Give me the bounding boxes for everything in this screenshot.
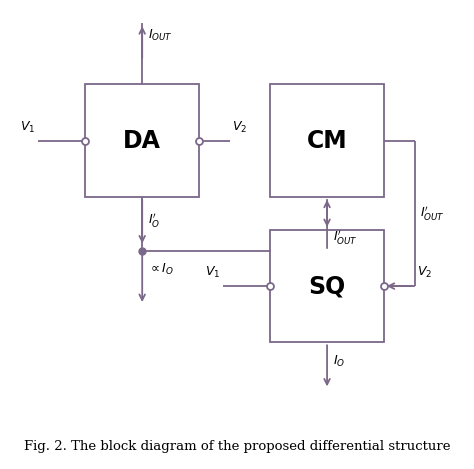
- Text: $I_O'$: $I_O'$: [148, 211, 160, 229]
- Text: $V_1$: $V_1$: [205, 265, 220, 280]
- Text: $V_2$: $V_2$: [232, 120, 247, 135]
- Text: $I_{OUT}'$: $I_{OUT}'$: [333, 228, 358, 246]
- Text: Fig. 2. The block diagram of the proposed differential structure: Fig. 2. The block diagram of the propose…: [24, 439, 450, 453]
- Text: SQ: SQ: [309, 274, 346, 298]
- Text: $I_{OUT}'$: $I_{OUT}'$: [420, 204, 446, 222]
- Text: DA: DA: [123, 129, 161, 153]
- Bar: [85, 84, 199, 197]
- Bar: [270, 84, 384, 197]
- Text: CM: CM: [307, 129, 347, 153]
- Text: $I_O$: $I_O$: [333, 354, 345, 369]
- Bar: [270, 230, 384, 342]
- Text: $V_1$: $V_1$: [20, 120, 36, 135]
- Text: $\propto I_O$: $\propto I_O$: [148, 262, 174, 277]
- Text: $V_2$: $V_2$: [417, 265, 432, 280]
- Text: $I_{OUT}$: $I_{OUT}$: [148, 28, 173, 43]
